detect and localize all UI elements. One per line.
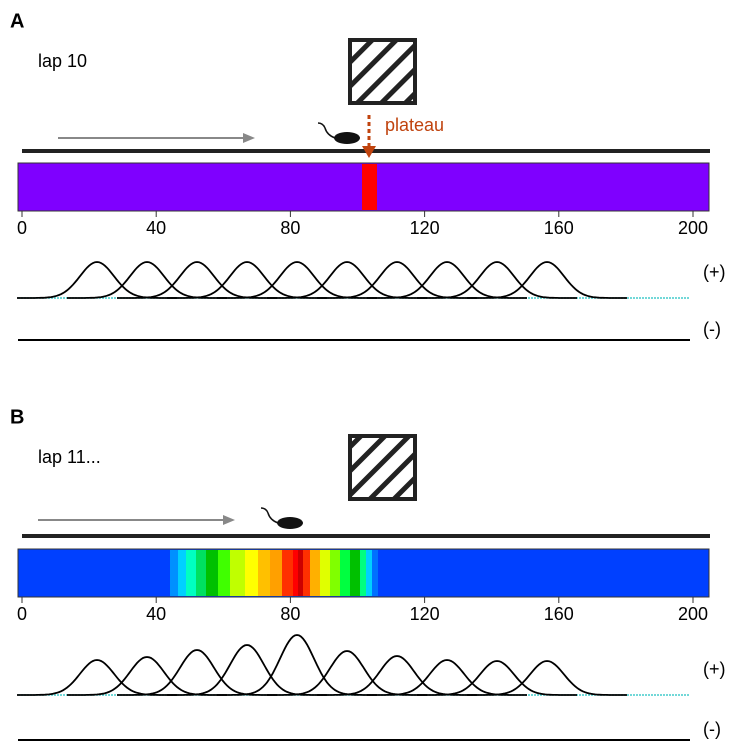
activity-stripe: [282, 550, 293, 596]
activity-stripe: [340, 550, 350, 596]
plateau-stripe: [362, 164, 377, 210]
cue-box: [348, 38, 417, 105]
panel-label: B: [10, 406, 24, 428]
activity-stripe: [303, 550, 310, 596]
plus-label: (+): [703, 262, 726, 282]
activity-stripe: [320, 550, 330, 596]
tick-label: 200: [678, 604, 708, 624]
minus-label: (-): [703, 319, 721, 339]
tick-label: 0: [17, 604, 27, 624]
place-field: [117, 649, 277, 696]
tick-label: 160: [544, 218, 574, 238]
place-field: [117, 261, 277, 299]
activity-stripe: [270, 550, 282, 596]
place-field: [67, 261, 227, 299]
activity-stripe: [258, 550, 270, 596]
place-field: [17, 659, 177, 696]
activity-stripe: [218, 550, 230, 596]
place-field: [467, 261, 627, 299]
lap-label: lap 10: [38, 51, 87, 71]
activity-stripe: [293, 550, 298, 596]
tick-label: 0: [17, 218, 27, 238]
place-field: [17, 261, 177, 299]
cue-box: [348, 434, 417, 501]
activity-stripe: [196, 550, 206, 596]
panel-label: A: [10, 10, 24, 32]
mouse: [334, 132, 360, 144]
place-field: [467, 660, 627, 696]
place-field: [367, 659, 527, 696]
place-field: [217, 261, 377, 299]
activity-stripe: [230, 550, 245, 596]
activity-stripe: [366, 550, 372, 596]
mouse-tail: [317, 122, 336, 139]
activity-stripe: [206, 550, 218, 596]
activity-stripe: [310, 550, 320, 596]
activity-stripe: [245, 550, 258, 596]
plateau-label: plateau: [385, 115, 444, 135]
tick-label: 80: [280, 218, 300, 238]
mouse-tail: [260, 507, 279, 524]
activity-stripe: [170, 550, 178, 596]
place-field: [417, 660, 577, 696]
tick-label: 120: [410, 218, 440, 238]
arrow-head: [243, 133, 255, 143]
tick-label: 40: [146, 218, 166, 238]
place-field: [267, 261, 427, 299]
plateau-head: [362, 146, 376, 158]
tick-label: 40: [146, 604, 166, 624]
minus-label: (-): [703, 719, 721, 739]
activity-stripe: [186, 550, 196, 596]
arrow-head: [223, 515, 235, 525]
activity-stripe: [350, 550, 360, 596]
activity-stripe: [360, 550, 366, 596]
mouse: [277, 517, 303, 529]
activity-stripe: [330, 550, 340, 596]
place-field: [367, 261, 527, 299]
tick-label: 160: [544, 604, 574, 624]
place-field: [317, 261, 477, 299]
place-field: [217, 634, 377, 696]
lap-label: lap 11...: [38, 447, 101, 467]
activity-stripe: [298, 550, 303, 596]
tick-label: 120: [410, 604, 440, 624]
tick-label: 80: [280, 604, 300, 624]
place-field: [167, 261, 327, 299]
activity-stripe: [178, 550, 186, 596]
activity-stripe: [163, 550, 170, 596]
tick-label: 200: [678, 218, 708, 238]
activity-stripe: [372, 550, 378, 596]
plus-label: (+): [703, 659, 726, 679]
place-field: [417, 261, 577, 299]
